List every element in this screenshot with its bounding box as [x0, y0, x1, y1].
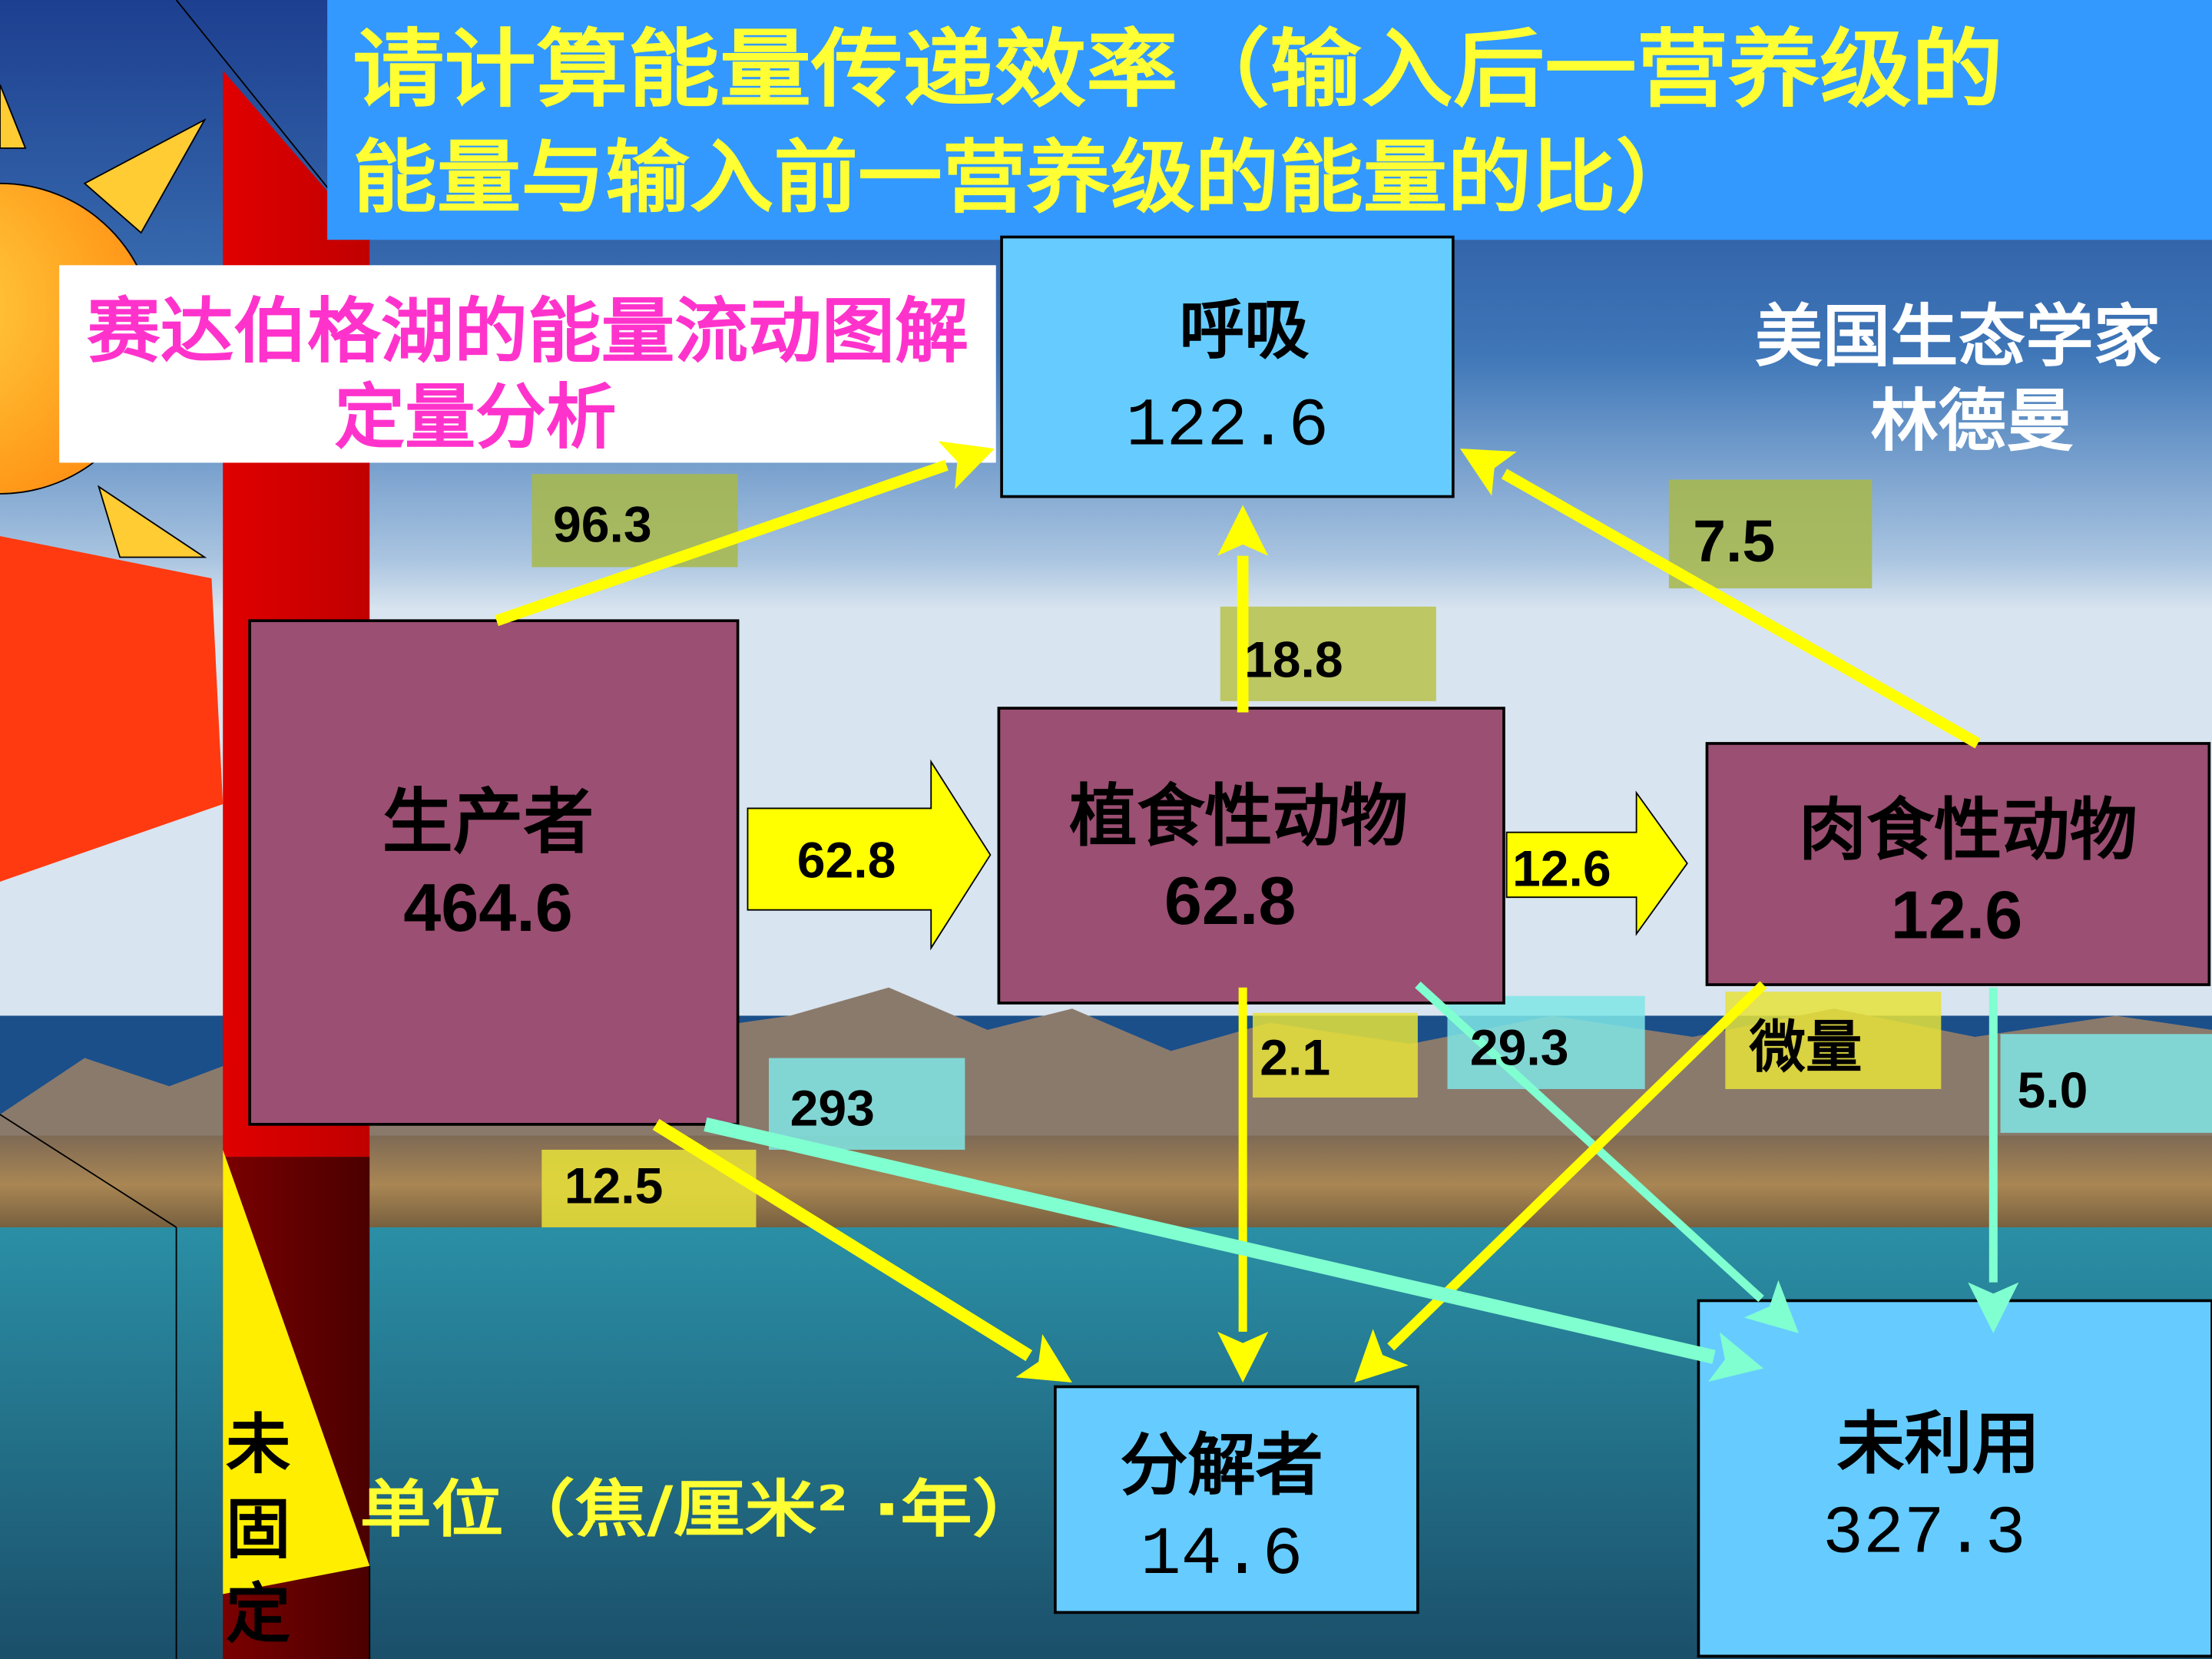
carnivore-node — [1705, 742, 2211, 986]
sun-ray — [0, 84, 27, 149]
subtitle-box — [59, 265, 996, 463]
flow-label-bg — [769, 1058, 965, 1150]
herbivore-decomposer-arrow-head — [1217, 1331, 1269, 1382]
flow-producer-herbivore: 62.8 — [797, 832, 896, 889]
herbivore-value: 62.8 — [1164, 863, 1296, 939]
producer-value: 464.6 — [403, 869, 573, 945]
producer-unused-arrow — [704, 1117, 1716, 1364]
flow-label-bg — [1668, 479, 1873, 588]
unfixed-energy-wedge — [223, 1149, 370, 1594]
carnivore-value: 12.6 — [1891, 876, 2023, 952]
flow-herbivore-carnivore: 12.6 — [1512, 840, 1611, 897]
svg-text:未 固 定: 未 固 定 — [226, 1407, 313, 1651]
carnivore-unused-arrow-head — [1968, 1282, 2019, 1333]
herbivore-to-carnivore-arrow — [1505, 790, 1688, 936]
flow-carnivore-decomposer: 微量 — [1749, 1015, 1863, 1081]
herbivore-unused-arrow — [1415, 981, 1764, 1303]
producer-decomposer-arrow — [652, 1118, 1033, 1362]
decomposer-node — [1054, 1385, 1419, 1614]
producer-node — [248, 619, 740, 1126]
unused-value: 327.3 — [1823, 1496, 2026, 1572]
flow-carnivore-respiration: 7.5 — [1693, 508, 1775, 575]
unfixed-label-char: 未 — [226, 1407, 291, 1482]
producer-respiration-arrow — [495, 459, 949, 627]
unit-label: 单位（焦/厘米² ·年） — [359, 1474, 1044, 1546]
flow-producer-respiration: 96.3 — [553, 496, 652, 553]
carnivore-decomposer-arrow-head — [1354, 1329, 1409, 1382]
flow-label-bg — [1253, 1012, 1418, 1098]
flow-producer-unused: 293 — [790, 1081, 875, 1137]
sun-edge-line — [0, 1114, 177, 1228]
carnivore-respiration-arrow-head — [1460, 449, 1517, 496]
respiration-node — [1000, 235, 1455, 498]
unfixed-label-char: 固 — [226, 1492, 290, 1567]
producer-decomposer-arrow-head — [1015, 1334, 1072, 1382]
herbivore-name: 植食性动物 — [1069, 777, 1408, 856]
title-line-1: 请计算能量传递效率（输入后一营养级的 — [353, 21, 2003, 119]
unfixed-label-char: 定 — [226, 1577, 290, 1652]
herbivore-node — [997, 707, 1505, 1005]
herbivore-unused-arrow-head — [1743, 1280, 1799, 1333]
producer-respiration-arrow-head — [938, 441, 995, 489]
flow-herbivore-unused: 29.3 — [1470, 1020, 1569, 1077]
producer-name: 生产者 — [382, 781, 594, 863]
unused-name: 未利用 — [1836, 1404, 2039, 1483]
flow-label-bg — [1725, 992, 1942, 1089]
unused-node — [1697, 1299, 2212, 1658]
flow-producer-decomposer: 12.5 — [565, 1158, 664, 1215]
flow-carnivore-unused: 5.0 — [2018, 1062, 2088, 1119]
author-line-1: 美国生态学家 — [1755, 296, 2161, 376]
producer-to-herbivore-arrow — [747, 759, 992, 951]
title-line-2: 能量与输入前一营养级的能量的比） — [353, 132, 1700, 224]
carnivore-name: 肉食性动物 — [1799, 790, 2137, 869]
producer-unused-arrow-head — [1708, 1332, 1763, 1382]
flow-arrows — [495, 441, 2019, 1382]
sun-ray — [97, 485, 207, 558]
flow-labels — [531, 474, 2212, 1227]
herbivore-respiration-arrow-head — [1217, 505, 1269, 556]
decomposer-name: 分解者 — [1120, 1426, 1323, 1505]
flow-label-bg — [2000, 1034, 2212, 1133]
flow-label-bg — [1220, 606, 1436, 701]
author-line-2: 林德曼 — [1871, 382, 2074, 461]
decomposer-value: 14.6 — [1141, 1518, 1303, 1594]
respiration-name: 呼吸 — [1180, 293, 1310, 368]
carnivore-decomposer-arrow — [1387, 981, 1767, 1351]
subtitle-line-1: 赛达伯格湖的能量流动图解 — [87, 290, 969, 373]
respiration-value: 122.6 — [1126, 389, 1330, 465]
subtitle-line-2: 定量分析 — [334, 376, 616, 459]
sun-ray — [83, 118, 207, 234]
carnivore-respiration-arrow — [1501, 469, 1981, 749]
title-banner — [327, 0, 2212, 240]
flow-herbivore-respiration: 18.8 — [1244, 632, 1343, 689]
sun-beam — [0, 535, 224, 882]
flow-herbivore-decomposer: 2.1 — [1260, 1030, 1330, 1087]
